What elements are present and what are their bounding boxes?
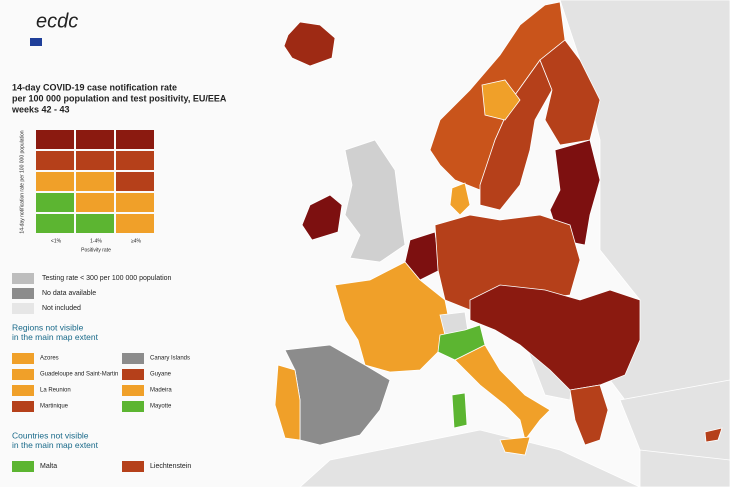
region-swatch [122, 369, 144, 380]
region-label: Canary Islands [150, 356, 190, 362]
title-line: per 100 000 population and test positivi… [12, 93, 227, 103]
sardinia [451, 392, 468, 429]
matrix-x-label: Positivity rate [81, 247, 111, 253]
matrix-cell [116, 130, 154, 149]
matrix-column: <1% [51, 238, 62, 244]
region-swatch [12, 385, 34, 396]
legend-swatch [12, 303, 34, 314]
matrix-cell [76, 172, 114, 191]
region-swatch [122, 353, 144, 364]
title-line: 14-day COVID-19 case notification rate [12, 82, 177, 92]
matrix-cell [36, 172, 74, 191]
matrix-y-label: 14-day notification rate per 100 000 pop… [19, 130, 25, 233]
legend-label: Not included [42, 305, 81, 312]
portugal [274, 364, 301, 441]
region-label: Mayotte [150, 404, 172, 410]
region-label: Guadeloupe and Saint-Martin [40, 372, 118, 378]
cyprus [704, 427, 723, 443]
country-label: Malta [40, 463, 57, 470]
legend-label: No data available [42, 290, 96, 297]
greece [569, 384, 609, 446]
matrix-cell [76, 151, 114, 170]
sweden [479, 59, 553, 211]
matrix-cell [36, 193, 74, 212]
section-heading: Countries not visible in the main map ext… [12, 430, 99, 450]
matrix-cell [76, 193, 114, 212]
matrix-column: 1-4% [90, 238, 102, 244]
region-label: La Reunion [40, 388, 71, 394]
region-swatch [12, 369, 34, 380]
matrix-cell [116, 214, 154, 233]
matrix-cell [76, 214, 114, 233]
matrix-cell [36, 214, 74, 233]
matrix-cell [36, 151, 74, 170]
matrix-cell [116, 172, 154, 191]
region-swatch [12, 401, 34, 412]
country-swatch [122, 461, 144, 472]
region-label: Azores [40, 356, 59, 362]
matrix-cell [36, 130, 74, 149]
title-line: weeks 42 - 43 [11, 104, 70, 114]
benelux [404, 231, 441, 281]
region-swatch [12, 353, 34, 364]
country-swatch [12, 461, 34, 472]
region-swatch [122, 401, 144, 412]
uk [344, 139, 406, 263]
region-swatch [122, 385, 144, 396]
region-label: Martinique [40, 404, 69, 410]
legend-label: Testing rate < 300 per 100 000 populatio… [42, 275, 172, 282]
denmark [449, 182, 471, 216]
baltics [549, 139, 601, 246]
region-label: Madeira [150, 388, 172, 394]
legend-swatch [12, 273, 34, 284]
sweden-region [481, 79, 521, 121]
logo: ecdc [36, 10, 78, 32]
matrix-cell [116, 193, 154, 212]
iceland [283, 21, 336, 67]
sicily [499, 436, 531, 456]
ireland [301, 194, 343, 241]
country-label: Liechtenstein [150, 463, 191, 470]
region-label: Guyane [150, 372, 172, 378]
matrix-cell [116, 151, 154, 170]
eu-flag [30, 38, 42, 46]
section-heading: Regions not visible in the main map exten… [12, 322, 99, 342]
south-east [469, 284, 641, 391]
matrix-column: ≥4% [131, 238, 142, 244]
matrix-cell [76, 130, 114, 149]
italy [454, 344, 551, 441]
legend-swatch [12, 288, 34, 299]
